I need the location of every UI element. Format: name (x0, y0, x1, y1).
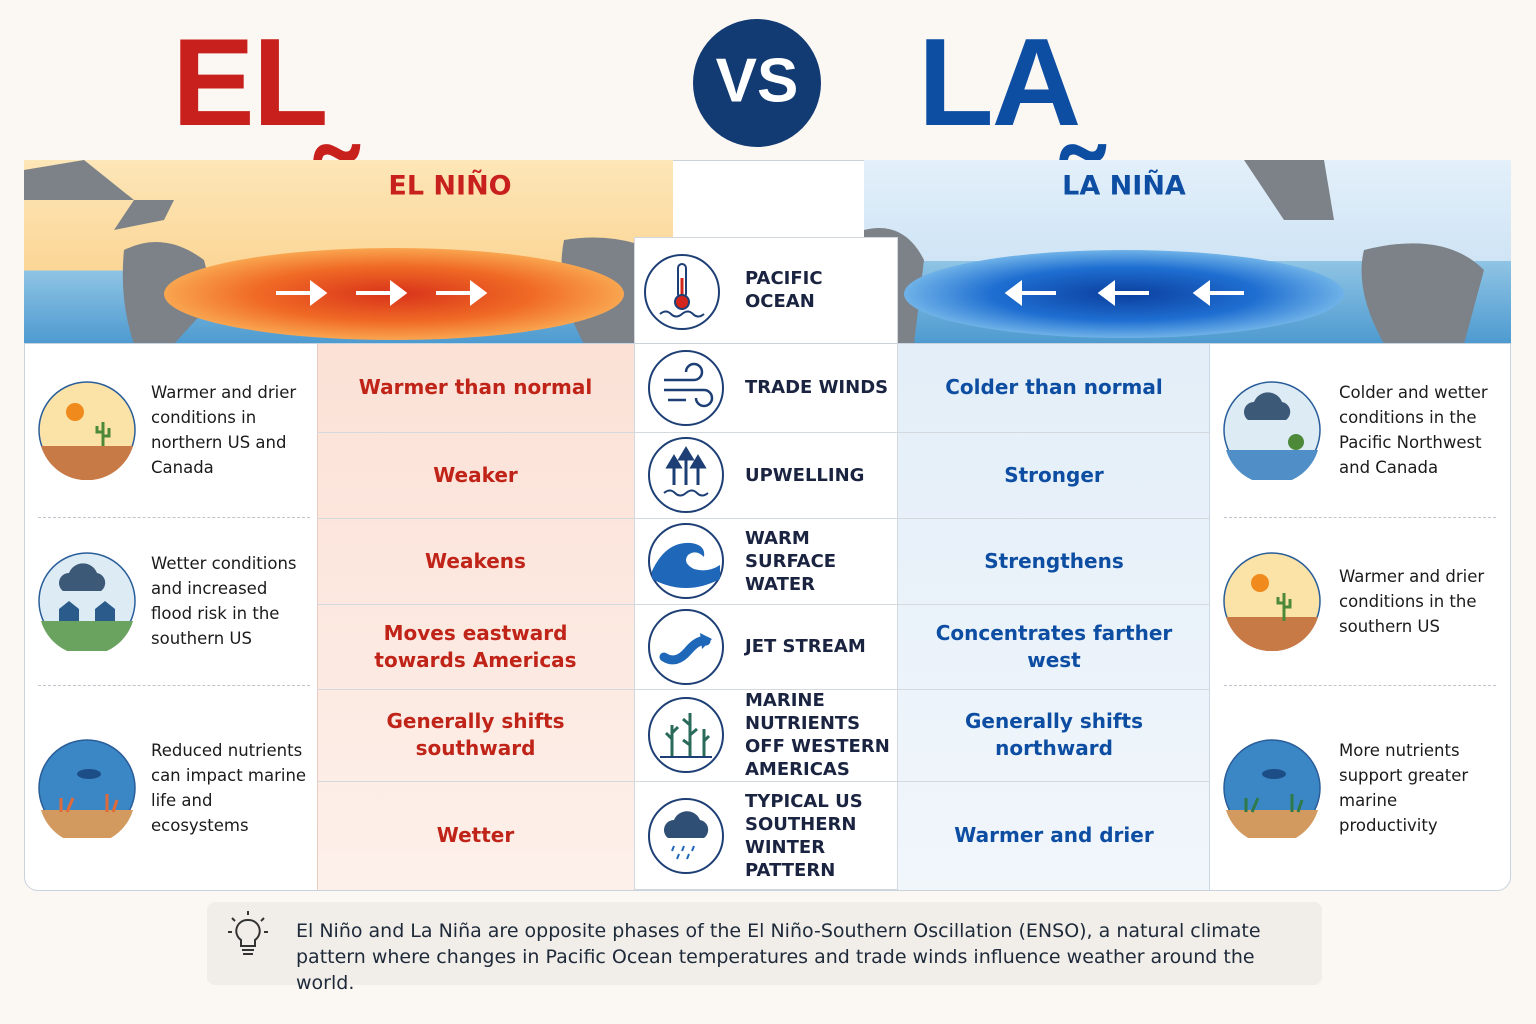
row-label: MARINE NUTRIENTS OFF WESTERN AMERICAS (745, 690, 890, 780)
la-nina-value: Generally shifts northward (964, 709, 1144, 760)
la-nina-value: Strengthens (984, 548, 1124, 573)
row-divider (317, 518, 1210, 519)
row-label: WARM SURFACE WATER (745, 527, 837, 595)
impact-icon (38, 552, 136, 651)
title-el-nino: EL NIÑO (172, 14, 476, 278)
dashed-divider (38, 517, 310, 518)
la-nina-value: Warmer and drier (954, 823, 1154, 847)
row-label: TYPICAL US SOUTHERN WINTER PATTERN (745, 790, 863, 881)
la-nina-value: Colder than normal (945, 375, 1163, 399)
title-la-nina: LA NIÑA (918, 14, 1215, 278)
dashed-divider (1224, 685, 1496, 686)
impact-text: More nutrients support greater marine pr… (1339, 740, 1469, 835)
row-divider (317, 689, 1210, 690)
divider (24, 343, 1511, 344)
panel-title: EL NIÑO (388, 170, 511, 202)
row-icon (648, 349, 724, 426)
impact-icon (38, 381, 136, 480)
row-icon (648, 797, 724, 874)
la-nina-value: Concentrates farther west (935, 620, 1173, 672)
header-row-label: PACIFIC OCEAN (745, 268, 823, 312)
dashed-divider (38, 685, 310, 686)
row-icon (648, 437, 724, 513)
row-divider (317, 432, 1210, 433)
impact-icon (1223, 381, 1321, 480)
thermometer-icon (644, 254, 720, 330)
la-nina-panel: LA NIÑA (864, 160, 1511, 344)
el-nino-panel: EL NIÑO (24, 160, 673, 344)
impact-text: Warmer and drier conditions in the south… (1339, 566, 1485, 636)
el-nino-value: Moves eastward towards Americas (374, 620, 577, 672)
el-nino-value: Weakens (425, 548, 526, 573)
note-box (207, 902, 1322, 985)
impact-text: Reduced nutrients can impact marine life… (151, 740, 307, 835)
la-nina-value: Stronger (1004, 462, 1104, 487)
impact-text: Wetter conditions and increased flood ri… (151, 554, 297, 648)
impact-text: Warmer and drier conditions in northern … (151, 383, 297, 477)
el-nino-column (317, 343, 634, 890)
el-nino-value: Wetter (436, 823, 515, 847)
vs-badge: VS (693, 19, 821, 147)
el-nino-value: Generally shifts southward (386, 709, 565, 760)
row-divider (317, 781, 1210, 782)
bulb-icon (228, 911, 268, 955)
row-icon (648, 697, 724, 773)
el-nino-value: Warmer than normal (358, 375, 593, 399)
panel-title: LA NIÑA (1062, 170, 1186, 202)
row-icon (648, 608, 724, 685)
impact-icon (1223, 738, 1321, 838)
impact-icon (38, 738, 136, 838)
dashed-divider (1224, 517, 1496, 518)
la-nina-column (898, 343, 1210, 890)
row-divider (317, 604, 1210, 605)
el-nino-value: Weaker (433, 462, 518, 487)
row-label: TRADE WINDS (745, 377, 889, 398)
row-label: UPWELLING (745, 464, 865, 486)
row-icon (648, 523, 724, 599)
impact-icon (1223, 552, 1321, 651)
impact-text: Colder and wetter conditions in the Paci… (1339, 383, 1488, 477)
row-label: JET STREAM (745, 636, 866, 657)
note-text: El Niño and La Niña are opposite phases … (296, 920, 1261, 994)
vs-text: VS (716, 46, 799, 115)
